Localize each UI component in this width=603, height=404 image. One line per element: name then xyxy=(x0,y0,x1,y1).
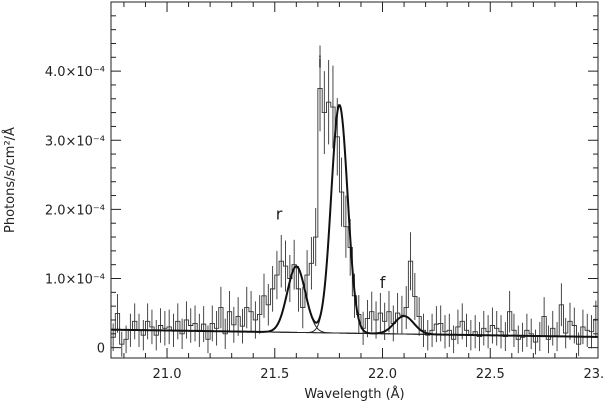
line-id-label: r xyxy=(276,205,283,224)
y-tick-label: 4.0×10⁻⁴ xyxy=(45,65,105,80)
y-tick-label: 1.0×10⁻⁴ xyxy=(45,273,105,288)
y-tick-label: 3.0×10⁻⁴ xyxy=(45,134,105,149)
x-tick-label: 23.0 xyxy=(584,367,603,382)
line-id-label: i xyxy=(318,53,322,72)
x-ticks: 21.0 21.5 22.0 22.5 23.0 xyxy=(123,2,603,382)
y-tick-label: 0 xyxy=(97,342,105,357)
error-bars xyxy=(112,45,597,357)
x-tick-label: 21.5 xyxy=(260,367,289,382)
plot-frame xyxy=(110,1,599,359)
x-tick-label: 22.0 xyxy=(368,367,397,382)
y-axis-label: Photons/s/cm²/Å xyxy=(2,127,18,233)
x-tick-label: 22.5 xyxy=(476,367,505,382)
x-tick-label: 21.0 xyxy=(153,367,182,382)
x-axis-label: Wavelength (Å) xyxy=(304,386,404,402)
total-model-curve xyxy=(111,103,598,338)
y-ticks: 0 1.0×10⁻⁴ 2.0×10⁻⁴ 3.0×10⁻⁴ 4.0×10⁻⁴ xyxy=(45,15,598,357)
line-id-label: f xyxy=(380,273,386,292)
plot-content: r i f xyxy=(111,45,598,357)
y-tick-label: 2.0×10⁻⁴ xyxy=(45,203,105,218)
plot-clipped-group xyxy=(111,45,598,357)
